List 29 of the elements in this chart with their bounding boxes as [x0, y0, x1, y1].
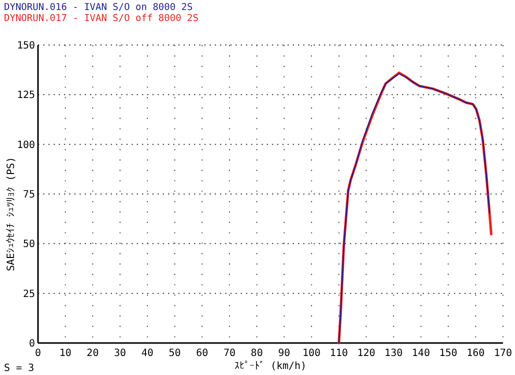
y-tick-label: 25	[22, 288, 35, 300]
y-axis-title: SAEｼｭｳｾｲﾁ ｼｭﾂﾘｮｸ (PS)	[5, 156, 17, 272]
text: DYNORUN.016 - IVAN S/O on 8000 2S	[4, 2, 194, 13]
x-tick-label: 120	[357, 348, 376, 359]
x-tick-label: 160	[466, 348, 485, 359]
y-tick-label: 150	[16, 40, 35, 52]
x-tick-label: 70	[223, 348, 236, 359]
y-tick-label: 50	[22, 239, 35, 250]
text: DYNORUN.017 - IVAN S/O off 8000 2S	[4, 13, 199, 24]
x-tick-label: 20	[86, 348, 99, 359]
x-tick-label: 80	[250, 348, 263, 359]
y-tick-label: 125	[16, 90, 35, 102]
y-tick-label: 0	[28, 338, 35, 350]
y-tick-label: 100	[16, 140, 35, 151]
x-axis-title: ｽﾋﾟｰﾄﾞ (km/h)	[234, 360, 307, 372]
x-tick-label: 110	[330, 348, 348, 359]
x-tick-label: 40	[141, 348, 154, 359]
x-tick-label: 140	[412, 348, 430, 359]
x-tick-label: 100	[302, 348, 321, 359]
x-tick-label: 60	[196, 348, 208, 359]
x-tick-label: 90	[278, 348, 290, 359]
x-tick-label: 50	[168, 348, 181, 359]
text: S = 3	[4, 363, 34, 374]
x-tick-label: 170	[494, 348, 512, 359]
y-tick-label: 75	[22, 190, 35, 200]
x-tick-label: 130	[384, 348, 403, 359]
x-tick-label: 10	[59, 348, 72, 359]
x-tick-label: 30	[114, 348, 126, 359]
x-tick-label: 150	[439, 348, 458, 359]
